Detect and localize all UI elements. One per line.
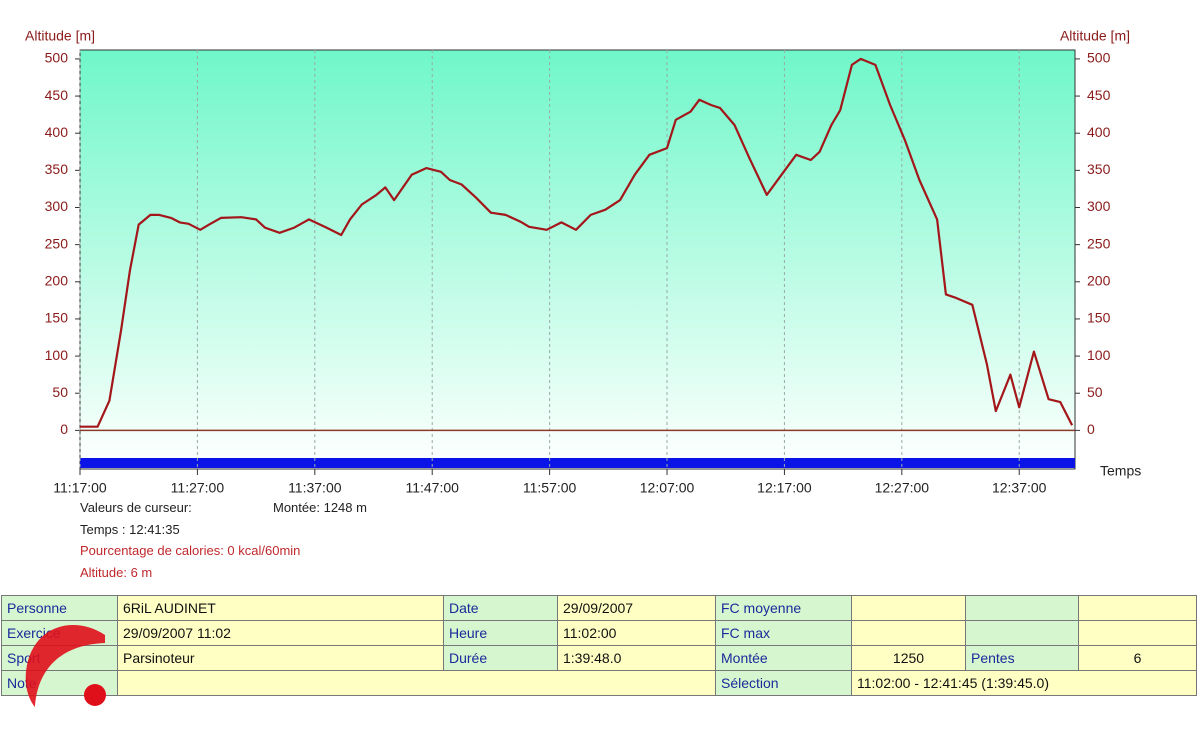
chart: Altitude [m] Altitude [m] Temps 0 50 100 15… xyxy=(25,28,1141,496)
y2-tick-label: 0 xyxy=(1087,421,1095,437)
y2-tick-label: 300 xyxy=(1087,198,1111,214)
label-cell: Sélection xyxy=(715,670,852,696)
y2-tick-label: 450 xyxy=(1087,87,1111,103)
label-cell: FC moyenne xyxy=(715,595,852,621)
cursor-title: Valeurs de curseur: xyxy=(80,500,192,515)
y-tick-label: 50 xyxy=(52,384,68,400)
empty-cell xyxy=(965,620,1079,646)
y-tick-label: 0 xyxy=(60,421,68,437)
watermark xyxy=(25,625,106,707)
x-tick-label: 11:37:00 xyxy=(288,480,342,496)
y2-tick-label: 250 xyxy=(1087,235,1111,251)
selection-bar xyxy=(80,458,1075,468)
y-tick-label: 100 xyxy=(45,347,69,363)
value-cell: 1:39:48.0 xyxy=(557,645,716,671)
label-cell: Note xyxy=(1,670,118,696)
y2-tick-label: 400 xyxy=(1087,124,1111,140)
y-axis-label: Altitude [m] xyxy=(25,28,95,44)
x-axis-label: Temps xyxy=(1100,463,1141,479)
cursor-calories: Pourcentage de calories: 0 kcal/60min xyxy=(80,543,301,558)
y-tick-label: 350 xyxy=(45,161,69,177)
watermark-swoosh xyxy=(25,625,105,707)
x-tick-label: 11:27:00 xyxy=(171,480,225,496)
y2-tick-label: 150 xyxy=(1087,310,1111,326)
x-tick-label: 11:17:00 xyxy=(53,480,107,496)
x-tick-label: 12:07:00 xyxy=(640,480,695,496)
y-tick-label: 500 xyxy=(45,50,69,66)
value-cell: Parsinoteur xyxy=(117,645,444,671)
value-cell: 6 xyxy=(1078,645,1197,671)
y2-tick-label: 100 xyxy=(1087,347,1111,363)
empty-cell xyxy=(117,670,716,696)
label-cell: Date xyxy=(443,595,558,621)
x-tick-label: 12:17:00 xyxy=(757,480,812,496)
y-tick-label: 400 xyxy=(45,124,69,140)
label-cell: Sport xyxy=(1,645,118,671)
label-cell: FC max xyxy=(715,620,852,646)
value-cell: 1250 xyxy=(851,645,966,671)
y2-tick-label: 500 xyxy=(1087,50,1111,66)
altitude-line xyxy=(80,57,1074,428)
y2-tick-label: 350 xyxy=(1087,161,1111,177)
y-tick-label: 450 xyxy=(45,87,69,103)
y-tick-label: 200 xyxy=(45,272,69,288)
watermark-dot xyxy=(84,684,106,706)
info-table: Personne 6RiL AUDINET Date 29/09/2007 FC… xyxy=(1,595,1197,696)
value-cell: 29/09/2007 11:02 xyxy=(117,620,444,646)
y2-tick-label: 200 xyxy=(1087,272,1111,288)
y2-axis-label: Altitude [m] xyxy=(1060,28,1130,44)
label-cell: Personne xyxy=(1,595,118,621)
empty-cell xyxy=(965,595,1079,621)
plot-area xyxy=(79,49,1076,470)
empty-cell xyxy=(1078,620,1197,646)
empty-cell xyxy=(1078,595,1197,621)
y-tick-label: 250 xyxy=(45,235,69,251)
x-tick-label: 11:47:00 xyxy=(405,480,459,496)
value-cell: 11:02:00 - 12:41:45 (1:39:45.0) xyxy=(851,670,1197,696)
label-cell: Durée xyxy=(443,645,558,671)
empty-cell xyxy=(851,595,966,621)
value-cell: 29/09/2007 xyxy=(557,595,716,621)
cursor-time: Temps : 12:41:35 xyxy=(80,522,180,537)
y2-tick-label: 50 xyxy=(1087,384,1103,400)
x-tick-label: 11:57:00 xyxy=(523,480,577,496)
label-cell: Heure xyxy=(443,620,558,646)
x-tick-label: 12:37:00 xyxy=(992,480,1047,496)
y-tick-label: 300 xyxy=(45,198,69,214)
y-tick-label: 150 xyxy=(45,310,69,326)
x-tick-label: 12:27:00 xyxy=(875,480,930,496)
label-cell: Montée xyxy=(715,645,852,671)
value-cell: 6RiL AUDINET xyxy=(117,595,444,621)
cursor-altitude: Altitude: 6 m xyxy=(80,565,153,580)
value-cell: 11:02:00 xyxy=(557,620,716,646)
empty-cell xyxy=(851,620,966,646)
cursor-climb: Montée: 1248 m xyxy=(273,500,367,515)
label-cell: Pentes xyxy=(965,645,1079,671)
